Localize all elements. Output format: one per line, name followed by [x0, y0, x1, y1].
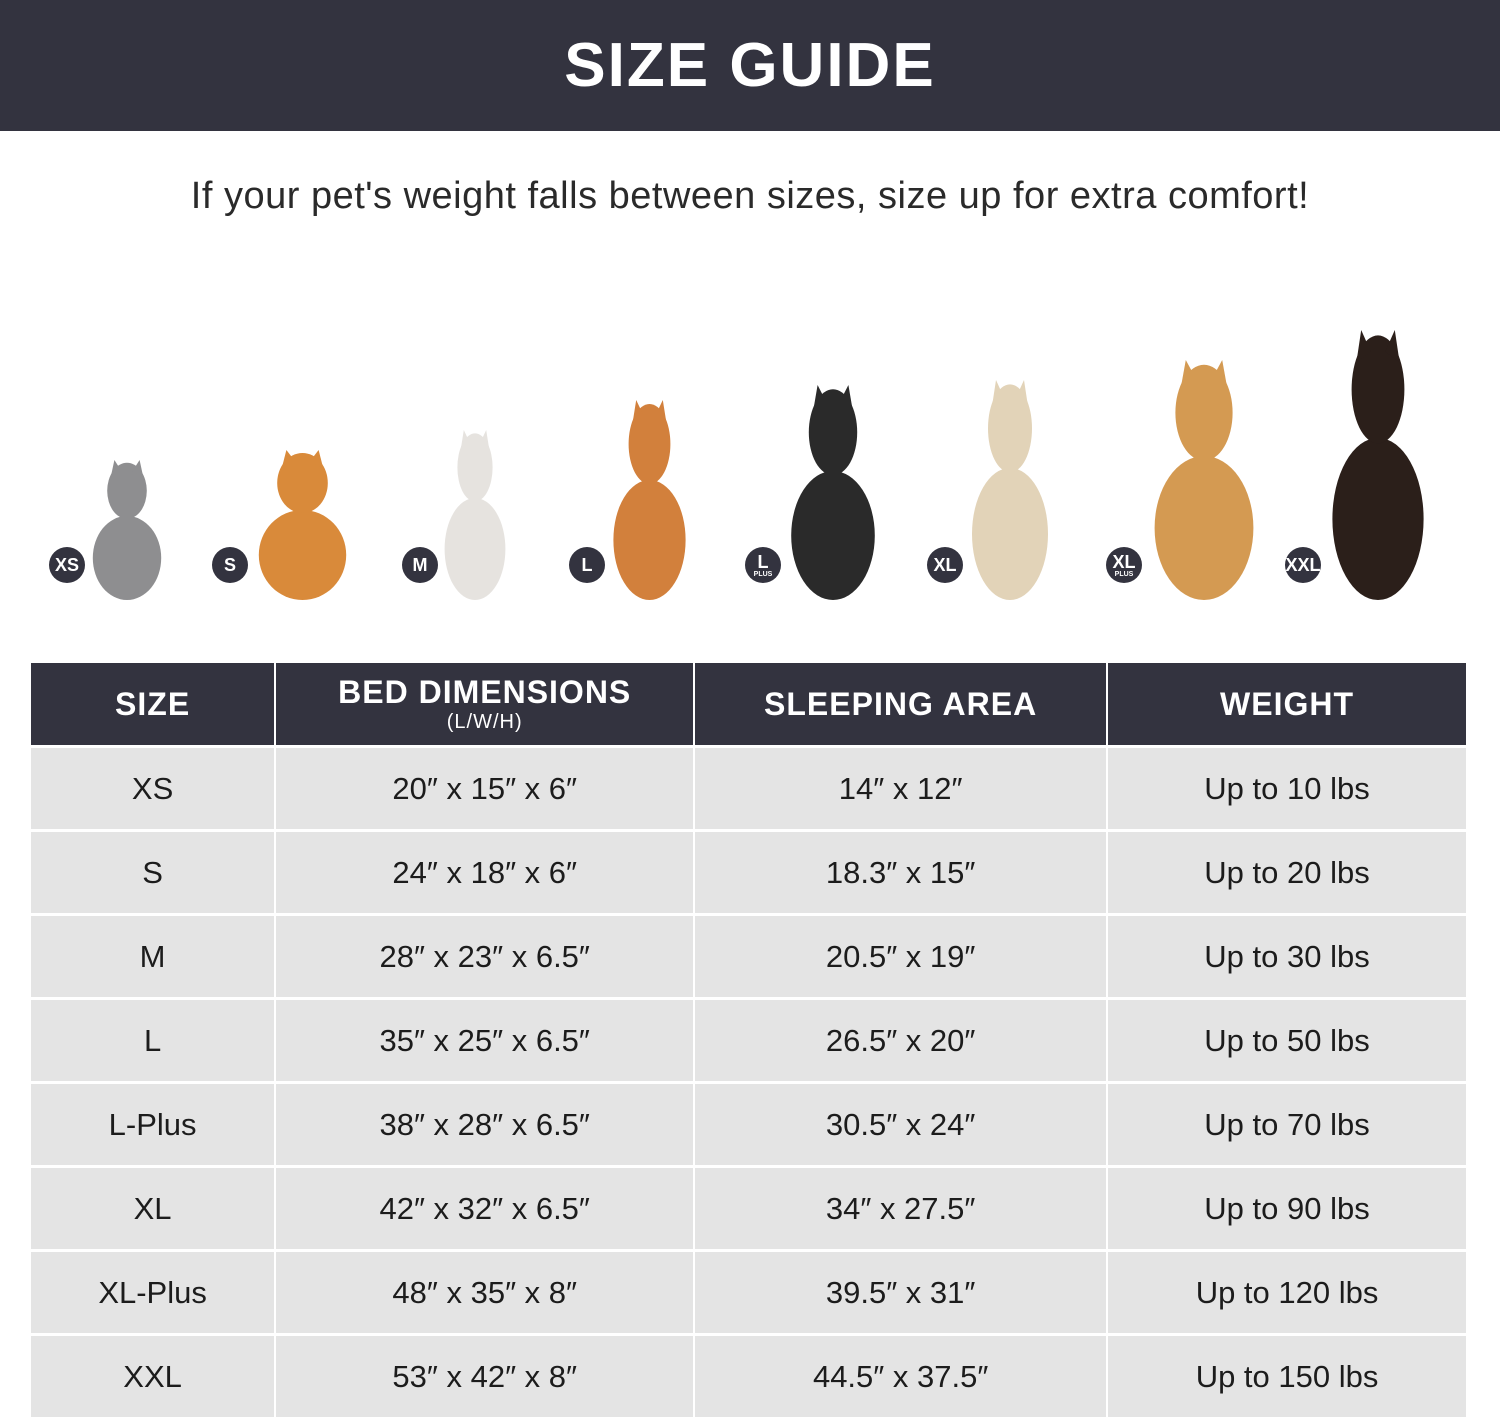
table-cell: L [31, 1000, 275, 1081]
table-row: S 24″ x 18″ x 6″ 18.3″ x 15″ Up to 20 lbs [31, 832, 1466, 913]
badge-sub: PLUS [1114, 570, 1134, 578]
shiba-inu-image [602, 400, 697, 600]
table-cell: M [31, 916, 275, 997]
size-badge: XS [49, 547, 85, 583]
table-cell: 28″ x 23″ x 6.5″ [276, 916, 694, 997]
table-cell: XXL [31, 1336, 275, 1417]
badge-label: L [757, 551, 769, 572]
table-cell: 20.5″ x 19″ [695, 916, 1107, 997]
table-cell: 26.5″ x 20″ [695, 1000, 1107, 1081]
table-cell: 18.3″ x 15″ [695, 832, 1107, 913]
table-cell: L-Plus [31, 1084, 275, 1165]
size-table: SIZE BED DIMENSIONS (L/W/H) SLEEPING AREA WE… [29, 660, 1468, 1420]
table-cell: Up to 30 lbs [1108, 916, 1466, 997]
size-badge: XXL [1285, 547, 1321, 583]
size-badge: XL PLUS [1106, 547, 1142, 583]
table-row: L-Plus 38″ x 28″ x 6.5″ 30.5″ x 24″ Up to 7… [31, 1084, 1466, 1165]
size-badge: S [212, 547, 248, 583]
table-cell: 53″ x 42″ x 8″ [276, 1336, 694, 1417]
cat-image [82, 460, 172, 600]
header-label: BED DIMENSIONS [338, 674, 632, 710]
table-cell: XL-Plus [31, 1252, 275, 1333]
pet-lineup: XS S M L L PLUS XL XL PLUS XXL [0, 300, 1500, 600]
labrador-image [960, 380, 1060, 600]
size-badge: L [569, 547, 605, 583]
table-cell: 38″ x 28″ x 6.5″ [276, 1084, 694, 1165]
column-header: SIZE [31, 663, 275, 745]
badge-label: XL [933, 555, 957, 575]
header-label: SIZE [115, 685, 191, 722]
header-sub: (L/W/H) [446, 711, 523, 733]
table-cell: 44.5″ x 37.5″ [695, 1336, 1107, 1417]
table-row: XS 20″ x 15″ x 6″ 14″ x 12″ Up to 10 lbs [31, 748, 1466, 829]
table-cell: XL [31, 1168, 275, 1249]
table-cell: Up to 20 lbs [1108, 832, 1466, 913]
header-label: WEIGHT [1220, 685, 1355, 722]
title-banner: SIZE GUIDE [0, 0, 1500, 131]
table-cell: XS [31, 748, 275, 829]
table-cell: 35″ x 25″ x 6.5″ [276, 1000, 694, 1081]
table-cell: Up to 120 lbs [1108, 1252, 1466, 1333]
table-row: XL 42″ x 32″ x 6.5″ 34″ x 27.5″ Up to 90 lb… [31, 1168, 1466, 1249]
badge-label: XXL [1285, 555, 1321, 575]
badge-label: XS [54, 555, 79, 575]
badge-label: L [581, 555, 593, 575]
table-cell: Up to 90 lbs [1108, 1168, 1466, 1249]
table-cell: Up to 50 lbs [1108, 1000, 1466, 1081]
french-bulldog-image [435, 430, 515, 600]
border-collie-image [778, 385, 888, 600]
column-header: WEIGHT [1108, 663, 1466, 745]
header-label: SLEEPING AREA [764, 685, 1038, 722]
pomeranian-image [245, 450, 360, 600]
table-row: XL-Plus 48″ x 35″ x 8″ 39.5″ x 31″ Up to 12… [31, 1252, 1466, 1333]
badge-label: M [412, 555, 428, 575]
table-row: L 35″ x 25″ x 6.5″ 26.5″ x 20″ Up to 50 lbs [31, 1000, 1466, 1081]
subtitle: If your pet's weight falls between sizes… [190, 175, 1310, 217]
table-cell: 39.5″ x 31″ [695, 1252, 1107, 1333]
column-header: BED DIMENSIONS (L/W/H) [276, 663, 694, 745]
table-cell: S [31, 832, 275, 913]
badge-label: S [223, 555, 236, 575]
size-badge: L PLUS [745, 547, 781, 583]
table-cell: 42″ x 32″ x 6.5″ [276, 1168, 694, 1249]
badge-sub: PLUS [753, 570, 773, 578]
table-cell: 14″ x 12″ [695, 748, 1107, 829]
golden-retriever-image [1139, 360, 1269, 600]
page-title: SIZE GUIDE [564, 31, 936, 100]
column-header: SLEEPING AREA [695, 663, 1107, 745]
size-badge: XL [927, 547, 963, 583]
table-cell: 48″ x 35″ x 8″ [276, 1252, 694, 1333]
table-cell: 34″ x 27.5″ [695, 1168, 1107, 1249]
badge-label: XL [1112, 551, 1136, 572]
table-cell: 24″ x 18″ x 6″ [276, 832, 694, 913]
table-cell: Up to 70 lbs [1108, 1084, 1466, 1165]
size-badge: M [402, 547, 438, 583]
doberman-image [1318, 330, 1438, 600]
table-cell: Up to 150 lbs [1108, 1336, 1466, 1417]
table-cell: 30.5″ x 24″ [695, 1084, 1107, 1165]
table-row: M 28″ x 23″ x 6.5″ 20.5″ x 19″ Up to 30 lbs [31, 916, 1466, 997]
table-row: XXL 53″ x 42″ x 8″ 44.5″ x 37.5″ Up to 150 … [31, 1336, 1466, 1417]
table-cell: Up to 10 lbs [1108, 748, 1466, 829]
table-cell: 20″ x 15″ x 6″ [276, 748, 694, 829]
